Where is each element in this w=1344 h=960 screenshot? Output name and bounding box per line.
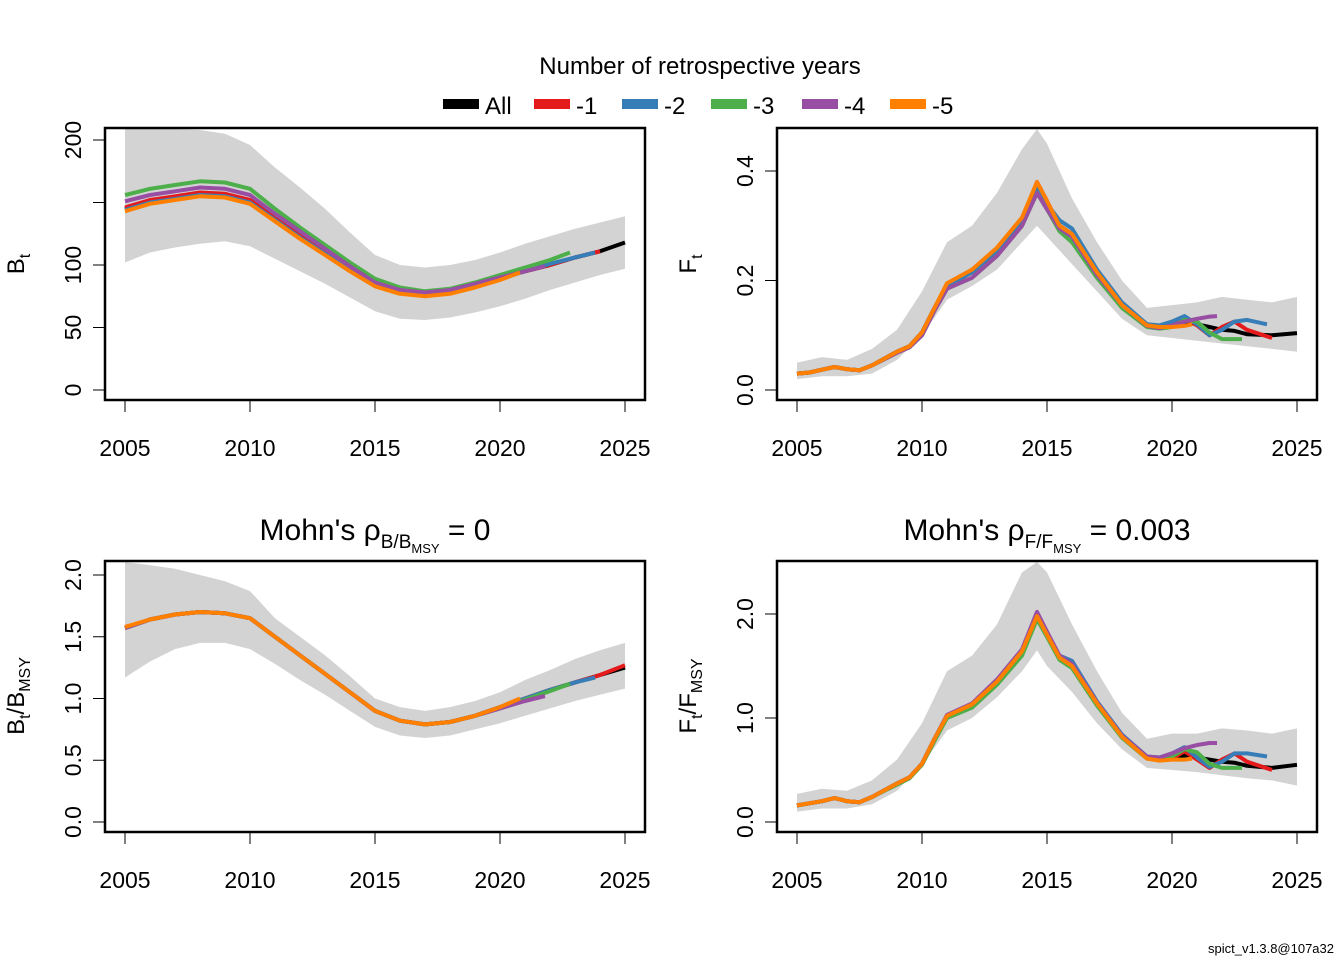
legend-label: All (485, 93, 512, 120)
x-tick-label: 2005 (99, 867, 150, 893)
relative-biomass-title: Mohn's ρB/BMSY = 0 (260, 514, 491, 556)
ci-band (797, 129, 1297, 380)
biomass-panel: 2005 2010 2015 2020 2025 0 50 100 200 Bt (3, 121, 651, 461)
relative-fishing-mortality-ci-band (797, 562, 1297, 812)
biomass-ci-band (125, 129, 625, 320)
y-tick-label: 100 (60, 246, 86, 284)
fishing-mortality-series (796, 180, 1298, 376)
series-line-minus5 (124, 610, 521, 727)
x-tick-label: 2010 (224, 867, 275, 893)
legend-entries: All -1 -2 -3 -4 -5 (443, 93, 953, 120)
fishing-mortality-y-axis: 0.0 0.2 0.4 (732, 155, 778, 406)
fishing-mortality-panel: 2005 2010 2015 2020 2025 0.0 0.2 0.4 Ft (675, 126, 1323, 461)
y-tick-label: 2.0 (732, 598, 758, 630)
biomass-y-axis-label: Bt (3, 253, 34, 274)
legend-label: -3 (753, 93, 774, 120)
x-tick-label: 2015 (349, 435, 400, 461)
y-tick-label: 0.2 (732, 265, 758, 297)
y-tick-label: 0.5 (60, 744, 86, 776)
x-tick-label: 2010 (224, 435, 275, 461)
relative-fishing-mortality-x-axis: 2005 2010 2015 2020 2025 (771, 831, 1323, 893)
x-tick-label: 2020 (474, 867, 525, 893)
legend-title: Number of retrospective years (539, 53, 860, 80)
y-tick-label: 0.0 (60, 806, 86, 838)
series-line-minus3 (124, 179, 571, 294)
y-tick-label: 0.0 (732, 374, 758, 406)
x-tick-label: 2025 (599, 867, 650, 893)
x-tick-label: 2020 (1146, 435, 1197, 461)
x-tick-label: 2005 (99, 435, 150, 461)
x-tick-label: 2005 (771, 435, 822, 461)
relative-biomass-x-axis: 2005 2010 2015 2020 2025 (99, 831, 651, 893)
y-tick-label: 1.0 (60, 683, 86, 715)
relative-biomass-y-axis-label: Bt/BMSY (3, 657, 34, 735)
fishing-mortality-x-axis: 2005 2010 2015 2020 2025 (771, 399, 1323, 461)
x-tick-label: 2025 (1271, 867, 1322, 893)
x-tick-label: 2025 (599, 435, 650, 461)
fishing-mortality-ci-band (797, 129, 1297, 380)
x-tick-label: 2020 (1146, 867, 1197, 893)
y-tick-label: 2.0 (60, 559, 86, 591)
y-tick-label: 200 (60, 121, 86, 159)
series-line-minus5 (796, 614, 1193, 808)
legend: Number of retrospective years All -1 -2 -3 -… (443, 53, 953, 120)
biomass-series (124, 179, 626, 299)
x-tick-label: 2025 (1271, 435, 1322, 461)
series-line-minus5 (796, 180, 1193, 376)
relative-fishing-mortality-series (796, 609, 1298, 808)
relative-biomass-panel: Mohn's ρB/BMSY = 0 2005 2010 2015 2020 2025 … (3, 514, 651, 893)
legend-label: -5 (932, 93, 953, 120)
series-line-minus4 (124, 185, 546, 295)
ci-band (125, 562, 625, 738)
y-tick-label: 0.4 (732, 155, 758, 187)
legend-label: -4 (844, 93, 865, 120)
y-tick-label: 0 (60, 384, 86, 397)
relative-fishing-mortality-y-axis-label: Ft/FMSY (675, 658, 706, 733)
relative-biomass-y-axis: 0.0 0.5 1.0 1.5 2.0 (60, 559, 106, 838)
biomass-y-axis: 0 50 100 200 (60, 121, 106, 397)
relative-biomass-ci-band (125, 562, 625, 738)
y-tick-label: 1.5 (60, 621, 86, 653)
x-tick-label: 2005 (771, 867, 822, 893)
relative-fishing-mortality-panel: Mohn's ρF/FMSY = 0.003 2005 2010 2015 2020 2… (675, 514, 1323, 893)
x-tick-label: 2010 (896, 867, 947, 893)
fishing-mortality-y-axis-label: Ft (675, 254, 706, 274)
relative-fishing-mortality-y-axis: 0.0 1.0 2.0 (732, 598, 778, 838)
version-footer: spict_v1.3.8@107a32 (1208, 941, 1334, 956)
x-tick-label: 2015 (349, 867, 400, 893)
y-tick-label: 50 (60, 315, 86, 341)
biomass-x-axis: 2005 2010 2015 2020 2025 (99, 399, 651, 461)
ci-band (125, 129, 625, 320)
y-tick-label: 0.0 (732, 806, 758, 838)
x-tick-label: 2015 (1021, 435, 1072, 461)
legend-label: -2 (664, 93, 685, 120)
legend-label: -1 (576, 93, 597, 120)
x-tick-label: 2010 (896, 435, 947, 461)
ci-band (797, 562, 1297, 812)
series-line-minus5 (124, 194, 521, 299)
x-tick-label: 2020 (474, 435, 525, 461)
x-tick-label: 2015 (1021, 867, 1072, 893)
relative-biomass-series (124, 610, 626, 727)
relative-fishing-mortality-title: Mohn's ρF/FMSY = 0.003 (903, 514, 1190, 556)
y-tick-label: 1.0 (732, 702, 758, 734)
